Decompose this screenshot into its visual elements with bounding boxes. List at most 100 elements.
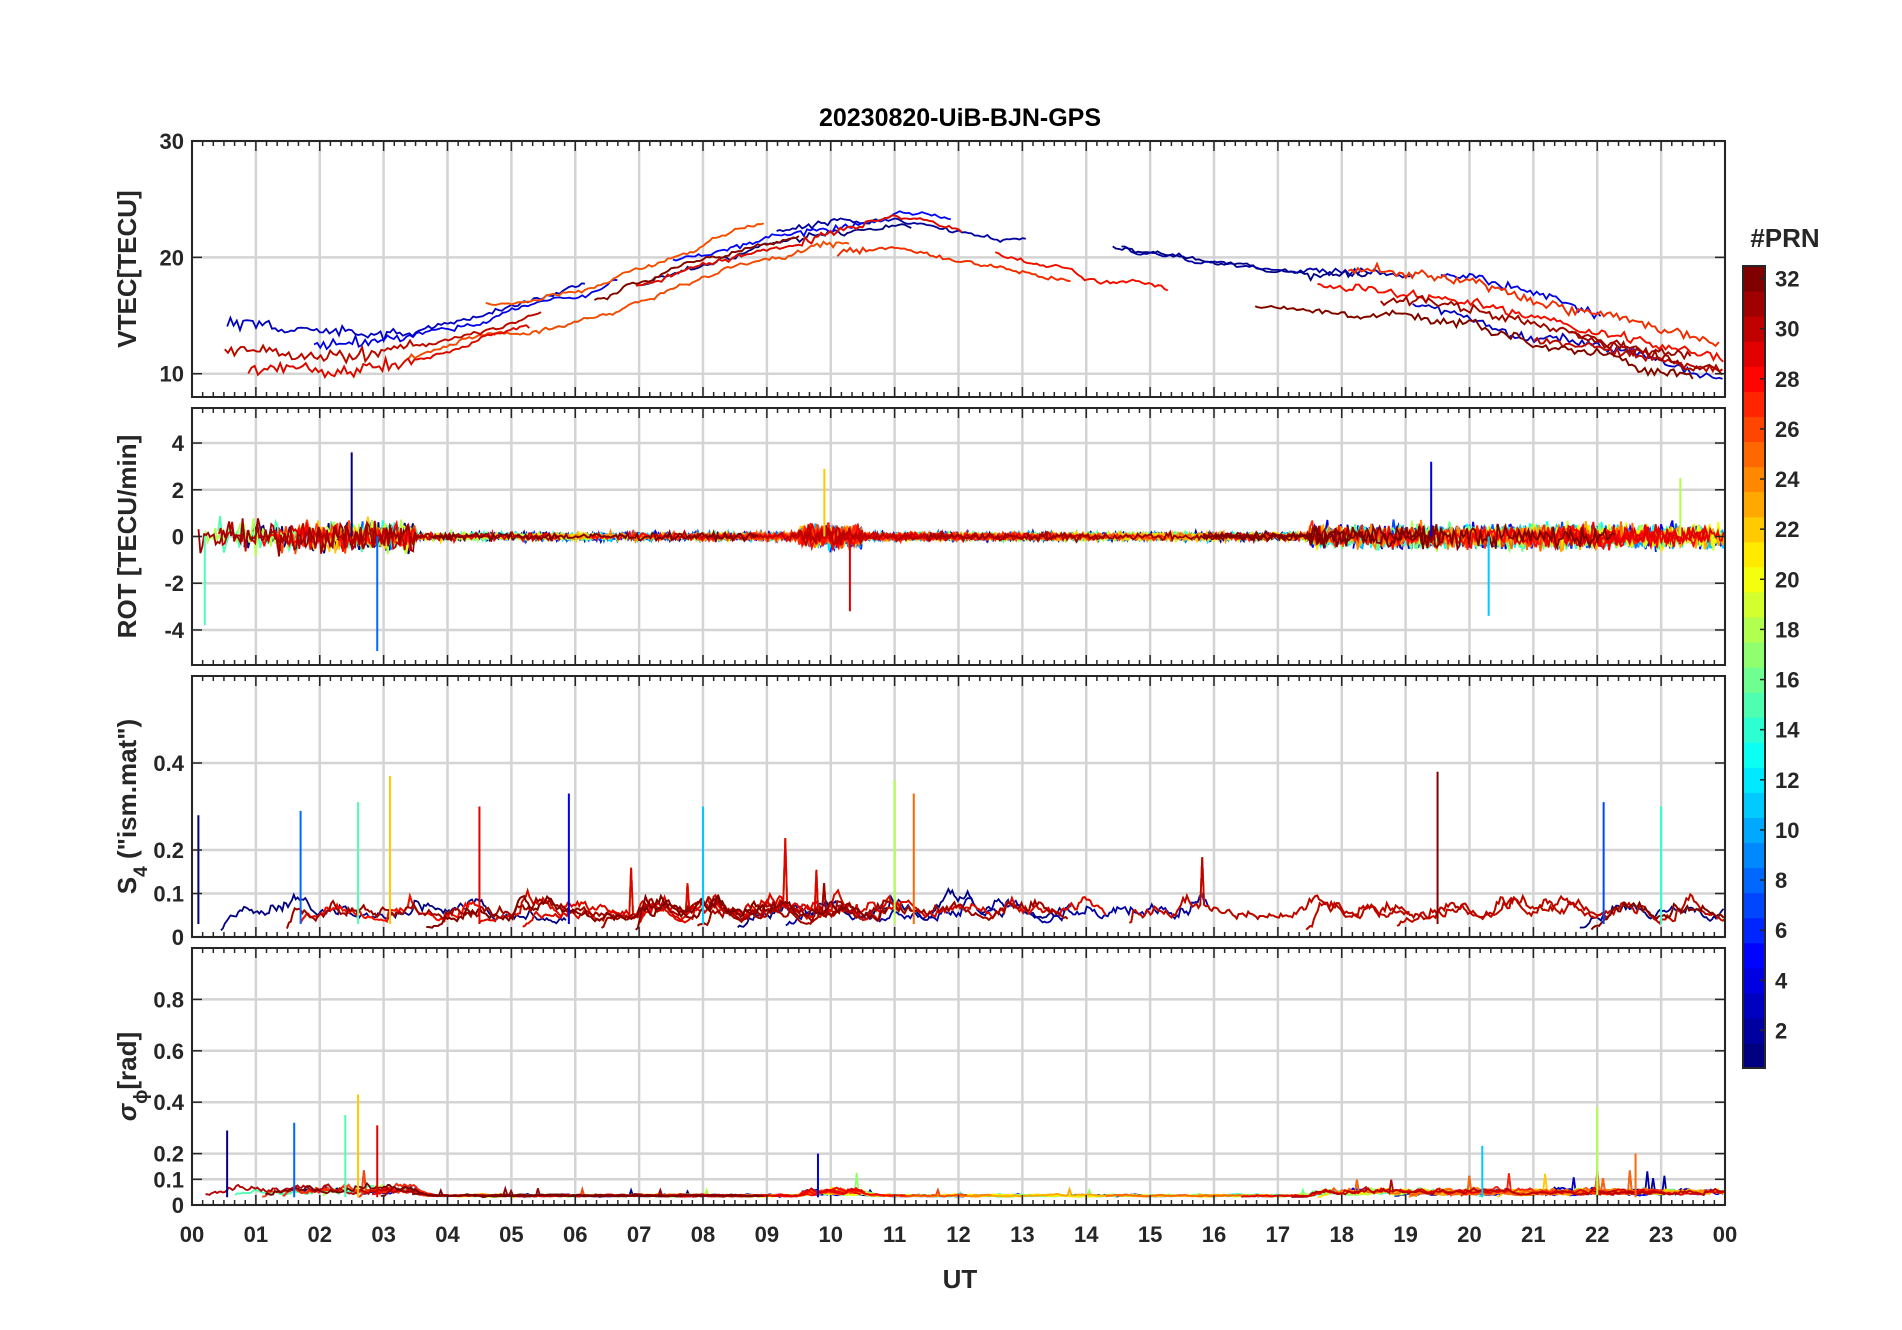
x-tick-label: 10: [819, 1222, 843, 1247]
series-line: [840, 1172, 1275, 1198]
colorbar-cell: [1743, 616, 1765, 643]
colorbar-tick-label: 30: [1775, 317, 1799, 342]
series-line: [1440, 272, 1602, 320]
series-line: [1121, 245, 1413, 279]
colorbar-tick-label: 10: [1775, 818, 1799, 843]
series-group: [205, 1094, 1725, 1199]
colorbar-frame: [1742, 265, 1766, 1069]
series-line: [594, 235, 800, 301]
x-tick-label: 16: [1202, 1222, 1226, 1247]
series-group: [197, 452, 1725, 651]
series-line: [479, 867, 901, 924]
y-tick-label: 0: [172, 525, 184, 550]
series-line: [1347, 261, 1720, 348]
colorbar-tick-label: 32: [1775, 267, 1799, 292]
y-tick-label: 0.1: [153, 882, 184, 907]
y-axis-label: ROT [TECU/min]: [112, 435, 142, 639]
panel-vtec: 10 20 30 VTEC[TECU]: [112, 129, 1727, 398]
colorbar-label: #PRN: [1750, 223, 1819, 253]
colorbar-cell: [1743, 867, 1765, 894]
series-line: [479, 867, 901, 924]
series-line: [1412, 303, 1723, 380]
colorbar-tick-label: 12: [1775, 768, 1799, 793]
series-line: [286, 896, 620, 929]
x-tick-label: 03: [371, 1222, 395, 1247]
y-tick-label: 2: [172, 478, 184, 503]
series-line: [479, 867, 901, 924]
series-line: [995, 251, 1169, 292]
y-axis-label: S4 ("ism.mat"): [112, 719, 152, 894]
y-tick-label: 0: [172, 925, 184, 950]
colorbar-tick-label: 2: [1775, 1018, 1787, 1043]
series-line: [776, 217, 1026, 243]
panel-rot: -4 -2 0 2 4 ROT [TECU/min]: [112, 407, 1727, 666]
series-line: [1317, 283, 1724, 363]
series-line: [1563, 521, 1725, 551]
x-tick-label: 04: [435, 1222, 460, 1247]
x-tick-label: 22: [1585, 1222, 1609, 1247]
colorbar-cell: [1743, 341, 1765, 367]
colorbar-cell: [1743, 942, 1765, 969]
colorbar-cell: [1743, 641, 1765, 668]
colorbar-cell: [1743, 767, 1765, 793]
y-tick-label: 4: [172, 431, 185, 456]
x-tick-label: 00: [180, 1222, 204, 1247]
colorbar-cell: [1743, 1042, 1765, 1069]
colorbar-cell: [1743, 391, 1765, 417]
colorbar-cell: [1743, 416, 1765, 443]
x-tick-label: 20: [1457, 1222, 1481, 1247]
panel-s4: 0 0.1 0.2 0.4S4 ("ism.mat"): [112, 675, 1727, 950]
colorbar-tick-label: 14: [1775, 718, 1800, 743]
colorbar-tick-label: 24: [1775, 467, 1800, 492]
x-tick-label: 13: [1010, 1222, 1034, 1247]
series-line: [635, 214, 963, 287]
colorbar-tick-label: 28: [1775, 367, 1799, 392]
colorbar-cell: [1743, 516, 1765, 543]
x-tick-label: 02: [308, 1222, 332, 1247]
x-tick-label: 06: [563, 1222, 587, 1247]
series-line: [407, 240, 850, 360]
series-line: [635, 893, 888, 931]
colorbar-tick-label: 26: [1775, 417, 1799, 442]
colorbar-tick-label: 16: [1775, 668, 1799, 693]
series-line: [1590, 900, 1725, 931]
series-line: [1568, 330, 1723, 376]
x-tick-label: 05: [499, 1222, 523, 1247]
x-tick-label: 09: [755, 1222, 779, 1247]
colorbar-cell: [1743, 366, 1765, 392]
series-line: [672, 210, 951, 262]
y-tick-label: 0.6: [153, 1039, 184, 1064]
series-line: [479, 867, 901, 924]
series-line: [697, 882, 1069, 927]
series-line: [313, 278, 618, 351]
colorbar-cell: [1743, 692, 1765, 718]
colorbar-cell: [1743, 717, 1765, 743]
colorbar-cell: [1743, 541, 1765, 568]
colorbar-cell: [1743, 291, 1765, 317]
series-line: [1533, 336, 1723, 373]
y-tick-label: 10: [160, 362, 184, 387]
x-tick-label: 19: [1393, 1222, 1417, 1247]
y-tick-label: 0.2: [153, 838, 184, 863]
x-tick-label: 14: [1074, 1222, 1099, 1247]
x-tick-label: 15: [1138, 1222, 1162, 1247]
series-line: [1203, 524, 1364, 545]
colorbar-cell: [1743, 792, 1765, 818]
colorbar-cell: [1743, 466, 1765, 493]
chart-title: 20230820-UiB-BJN-GPS: [819, 104, 1101, 132]
series-line: [642, 223, 912, 287]
series-line: [485, 222, 764, 306]
series-line: [247, 324, 530, 380]
series-line: [1396, 892, 1725, 927]
colorbar-tick-label: 18: [1775, 617, 1799, 642]
y-tick-label: -2: [164, 571, 184, 596]
colorbar-cell: [1743, 566, 1765, 593]
series-line: [785, 891, 1211, 927]
colorbar-tick-label: 8: [1775, 868, 1787, 893]
y-tick-label: 0.8: [153, 987, 184, 1012]
colorbar-cell: [1743, 667, 1765, 693]
y-tick-label: -4: [164, 618, 184, 643]
y-tick-label: 0.1: [153, 1167, 184, 1192]
